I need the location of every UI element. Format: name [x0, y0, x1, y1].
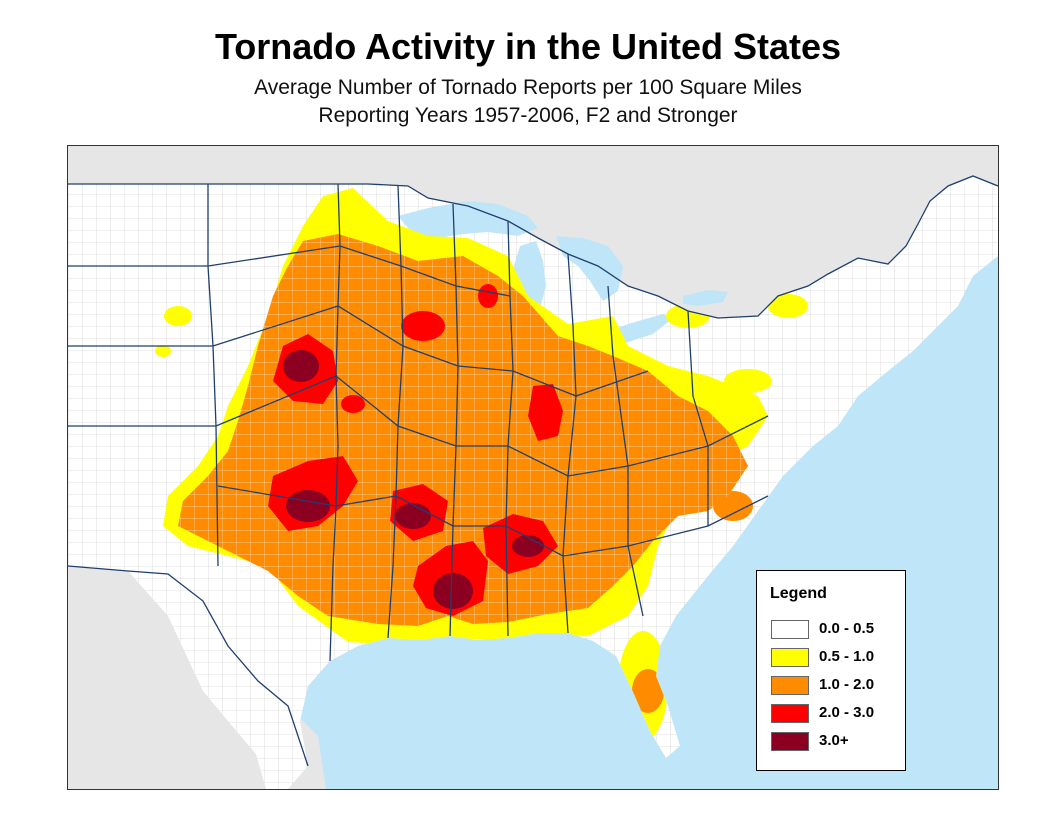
zone-0-5-to-1-0-plains-spot: [155, 345, 171, 357]
legend-item-2-0-to-3-0: 2.0 - 3.0: [771, 703, 901, 723]
zone-3-0-plus-nebraska: [283, 350, 319, 382]
border-row-north: [68, 245, 511, 297]
border-row-south-central: [68, 375, 769, 477]
lake-huron: [556, 236, 623, 301]
legend-title: Legend: [770, 585, 827, 602]
tornado-map: Legend 0.0 - 0.5 0.5 - 1.0 1.0 - 2.0 2.0…: [67, 145, 999, 790]
zone-1-0-to-2-0-florida: [632, 669, 664, 713]
zone-0-5-to-1-0-colorado-spot: [164, 306, 192, 326]
border-mississippi-column: [449, 203, 459, 637]
map-legend: Legend 0.0 - 0.5 0.5 - 1.0 1.0 - 2.0 2.0…: [756, 570, 906, 771]
zone-3-0-plus-arkansas: [395, 503, 431, 529]
border-canada: [68, 175, 998, 319]
legend-item-0-0-to-0-5: 0.0 - 0.5: [771, 619, 901, 639]
legend-swatch-orange: [771, 676, 809, 695]
canada-landmass: [68, 146, 998, 318]
legend-label: 3.0+: [819, 732, 849, 749]
state-borders: [68, 175, 998, 767]
map-canvas: [68, 146, 998, 789]
zone-3-0-plus-alabama: [512, 535, 544, 557]
zone-3-0-plus-oklahoma: [286, 490, 330, 522]
border-plains-column: [329, 183, 341, 662]
map-subtitle-metric: Average Number of Tornado Reports per 10…: [254, 76, 802, 99]
border-mexico: [68, 565, 309, 767]
zone-2-0-to-3-0-kansas: [341, 395, 365, 413]
border-east-coast-column: [687, 310, 709, 526]
border-ohio-column: [562, 253, 577, 634]
legend-label: 0.0 - 0.5: [819, 620, 875, 637]
legend-label: 0.5 - 1.0: [819, 648, 875, 665]
legend-label: 1.0 - 2.0: [819, 676, 875, 693]
zone-2-0-to-3-0-indiana: [528, 384, 563, 441]
lake-ontario: [683, 290, 728, 306]
zone-3-0-plus-mississippi: [433, 573, 473, 609]
legend-swatch-red: [771, 704, 809, 723]
border-eastern-column: [505, 220, 514, 637]
lake-superior: [398, 201, 538, 238]
map-subtitle-years: Reporting Years 1957-2006, F2 and Strong…: [318, 104, 738, 127]
zone-0-5-to-1-0-pennsylvania-band: [724, 369, 772, 393]
border-appalachian-column: [607, 285, 644, 617]
legend-item-0-5-to-1-0: 0.5 - 1.0: [771, 647, 901, 667]
legend-label: 2.0 - 3.0: [819, 704, 875, 721]
zone-2-0-to-3-0-wisconsin: [478, 284, 498, 308]
border-row-central: [68, 305, 649, 397]
zone-2-0-to-3-0-iowa: [401, 311, 445, 341]
legend-swatch-white: [771, 620, 809, 639]
border-row-south: [217, 485, 769, 557]
legend-item-3-0-plus: 3.0+: [771, 731, 901, 751]
map-title: Tornado Activity in the United States: [214, 26, 842, 67]
zone-0-5-to-1-0-new-england-band: [768, 294, 808, 318]
legend-swatch-dark-red: [771, 732, 809, 751]
legend-swatch-yellow: [771, 648, 809, 667]
legend-item-1-0-to-2-0: 1.0 - 2.0: [771, 675, 901, 695]
